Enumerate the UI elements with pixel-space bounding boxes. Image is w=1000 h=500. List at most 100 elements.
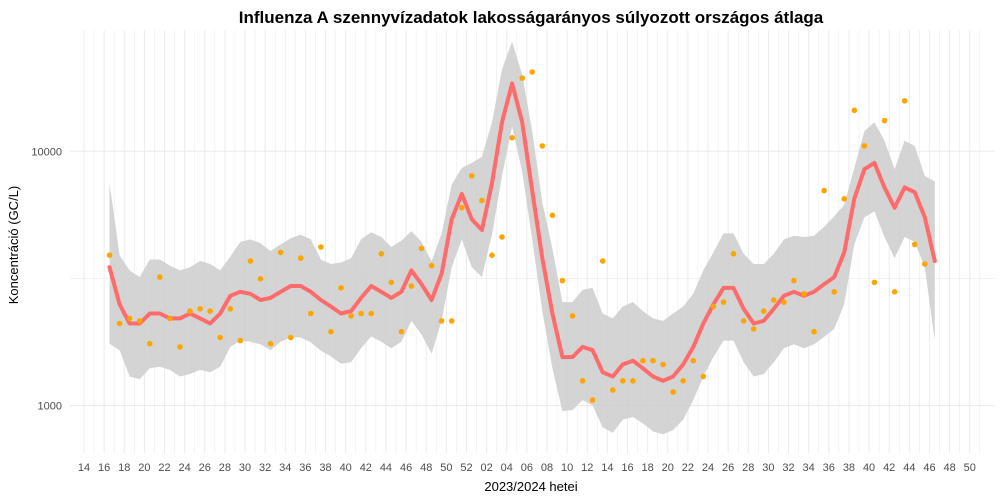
data-point [589,397,596,403]
x-tick-label: 30 [239,462,251,474]
data-point [922,261,928,267]
data-point [811,328,817,335]
data-point [116,320,123,327]
x-tick-label: 42 [883,462,895,474]
x-tick-label: 16 [98,462,110,474]
x-tick-label: 40 [340,462,352,474]
x-tick-label: 06 [521,462,533,474]
x-tick-label: 26 [722,462,734,474]
data-point [630,378,636,384]
data-point [640,357,646,364]
data-point [801,291,807,297]
x-tick-label: 22 [158,462,170,474]
data-point [509,135,515,141]
data-point [781,299,787,305]
x-tick-label: 10 [561,462,573,474]
data-point [660,361,666,368]
data-point [791,277,797,284]
data-point [730,251,737,257]
data-point [297,255,304,261]
data-point [257,276,264,282]
data-point [378,251,385,257]
data-point [539,143,546,149]
data-point [710,303,717,310]
x-tick-label: 04 [501,462,513,474]
data-point [680,378,686,384]
data-point [318,244,324,250]
x-tick-label: 34 [279,462,291,474]
data-point [388,279,395,286]
data-point [861,143,868,149]
data-point [438,318,445,324]
x-tick-label: 44 [903,462,915,474]
x-tick-label: 50 [440,462,452,474]
data-point [187,308,193,314]
data-point [771,297,777,303]
data-point [418,245,425,252]
data-point [207,308,213,314]
x-tick-label: 46 [400,462,412,474]
x-tick-label: 28 [742,462,754,474]
x-tick-label: 38 [843,462,855,474]
data-point [147,340,153,347]
data-point [136,318,143,324]
data-point [851,107,858,114]
data-point [670,389,676,395]
data-point [106,252,113,258]
x-tick-label: 24 [179,462,191,474]
x-axis-label: 2023/2024 hetei [484,479,577,494]
data-point [177,344,183,350]
data-point [398,328,405,335]
x-tick-label: 48 [420,462,432,474]
data-point [821,187,827,194]
data-point [167,315,173,322]
data-point [287,334,294,341]
x-tick-label: 02 [480,462,492,474]
data-point [519,75,525,81]
x-tick-label: 14 [601,462,613,474]
data-point [831,289,837,295]
data-point [277,249,284,256]
data-point [650,357,656,364]
x-tick-label: 28 [219,462,231,474]
y-tick-label: 10000 [31,146,62,158]
confidence-band [109,41,935,435]
x-tick-label: 34 [803,462,815,474]
data-point [901,98,908,104]
data-point [610,387,616,393]
y-tick-label: 1000 [38,400,62,412]
data-point [569,313,576,319]
x-tick-label: 12 [581,462,593,474]
x-tick-label: 48 [943,462,955,474]
data-point [871,279,878,286]
data-point [308,310,314,317]
x-tick-label: 50 [964,462,976,474]
data-point [720,299,727,305]
x-tick-label: 20 [138,462,150,474]
observation-points [106,69,928,403]
data-point [881,117,888,124]
trend-line [107,81,937,383]
data-point [479,197,485,204]
data-point [267,340,274,347]
data-point [549,212,556,219]
x-tick-label: 46 [923,462,935,474]
data-point [328,328,334,335]
data-point [348,313,354,319]
data-point [217,334,223,341]
data-point [559,277,566,284]
x-tick-label: 40 [863,462,875,474]
x-tick-label: 20 [662,462,674,474]
x-tick-label: 52 [460,462,472,474]
x-tick-label: 08 [541,462,553,474]
data-point [529,69,535,75]
y-axis-label: Koncentráció (GC/L) [6,186,21,305]
x-tick-label: 26 [199,462,211,474]
data-point [247,258,254,264]
data-point [911,241,918,248]
x-tick-label: 32 [782,462,794,474]
data-point [338,285,344,291]
data-point [760,308,767,314]
x-tick-label: 18 [642,462,654,474]
